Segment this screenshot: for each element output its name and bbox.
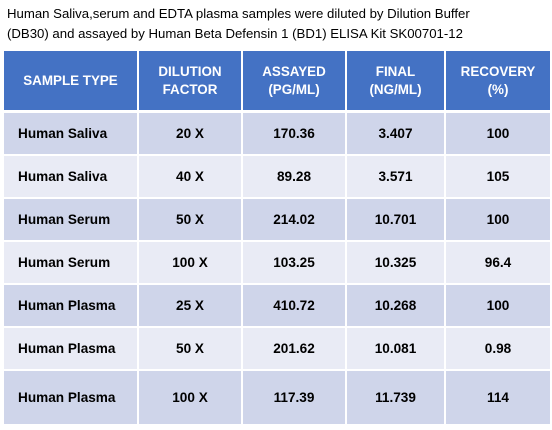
cell-assayed: 201.62 — [241, 325, 346, 370]
caption-line-1: Human Saliva,serum and EDTA plasma sampl… — [7, 6, 470, 21]
cell-dilution-factor: 20 X — [137, 110, 242, 155]
cell-sample-type: Human Serum — [4, 196, 138, 241]
table-row: Human Plasma 50 X 201.62 10.081 0.98 — [4, 325, 550, 370]
header-recovery-line2: (%) — [487, 81, 509, 97]
cell-final: 11.739 — [345, 368, 445, 424]
header-final: FINAL (NG/ML) — [345, 51, 445, 113]
header-recovery-line1: RECOVERY — [460, 63, 536, 79]
cell-sample-type: Human Saliva — [4, 110, 138, 155]
table-caption: Human Saliva,serum and EDTA plasma sampl… — [7, 4, 547, 44]
cell-dilution-factor: 25 X — [137, 282, 242, 327]
table-row: Human Saliva 20 X 170.36 3.407 100 — [4, 110, 550, 155]
cell-final: 10.081 — [345, 325, 445, 370]
cell-dilution-factor: 100 X — [137, 239, 242, 284]
cell-recovery: 114 — [444, 368, 550, 424]
header-final-line1: FINAL — [375, 63, 416, 79]
cell-assayed: 89.28 — [241, 153, 346, 198]
cell-sample-type: Human Plasma — [4, 282, 138, 327]
cell-dilution-factor: 50 X — [137, 196, 242, 241]
header-dilution-factor-line2: FACTOR — [162, 81, 218, 97]
table-body: Human Saliva 20 X 170.36 3.407 100 Human… — [4, 110, 550, 424]
cell-recovery: 0.98 — [444, 325, 550, 370]
cell-assayed: 117.39 — [241, 368, 346, 424]
header-assayed-line1: ASSAYED — [262, 63, 326, 79]
table-row: Human Serum 50 X 214.02 10.701 100 — [4, 196, 550, 241]
cell-assayed: 214.02 — [241, 196, 346, 241]
header-dilution-factor: DILUTION FACTOR — [137, 51, 242, 113]
header-sample-type-label: SAMPLE TYPE — [23, 72, 118, 88]
header-sample-type: SAMPLE TYPE — [4, 51, 138, 113]
cell-sample-type: Human Serum — [4, 239, 138, 284]
cell-sample-type: Human Plasma — [4, 325, 138, 370]
cell-recovery: 96.4 — [444, 239, 550, 284]
cell-final: 10.268 — [345, 282, 445, 327]
header-recovery: RECOVERY (%) — [444, 51, 550, 113]
table-row: Human Saliva 40 X 89.28 3.571 105 — [4, 153, 550, 198]
cell-final: 10.325 — [345, 239, 445, 284]
table-header: SAMPLE TYPE DILUTION FACTOR ASSAYED (PG/… — [4, 51, 550, 113]
cell-final: 10.701 — [345, 196, 445, 241]
cell-final: 3.407 — [345, 110, 445, 155]
cell-recovery: 100 — [444, 282, 550, 327]
table-row: Human Serum 100 X 103.25 10.325 96.4 — [4, 239, 550, 284]
table-row: Human Plasma 100 X 117.39 11.739 114 — [4, 368, 550, 424]
caption-line-2: (DB30) and assayed by Human Beta Defensi… — [7, 26, 463, 41]
cell-final: 3.571 — [345, 153, 445, 198]
cell-dilution-factor: 100 X — [137, 368, 242, 424]
cell-dilution-factor: 40 X — [137, 153, 242, 198]
header-dilution-factor-line1: DILUTION — [158, 63, 222, 79]
cell-assayed: 170.36 — [241, 110, 346, 155]
cell-recovery: 100 — [444, 196, 550, 241]
cell-sample-type: Human Plasma — [4, 368, 138, 424]
header-row: SAMPLE TYPE DILUTION FACTOR ASSAYED (PG/… — [4, 51, 550, 113]
header-final-line2: (NG/ML) — [369, 81, 422, 97]
cell-assayed: 410.72 — [241, 282, 346, 327]
header-assayed: ASSAYED (PG/ML) — [241, 51, 346, 113]
cell-recovery: 100 — [444, 110, 550, 155]
header-assayed-line2: (PG/ML) — [268, 81, 320, 97]
results-table: SAMPLE TYPE DILUTION FACTOR ASSAYED (PG/… — [4, 51, 550, 424]
cell-dilution-factor: 50 X — [137, 325, 242, 370]
results-table-container: SAMPLE TYPE DILUTION FACTOR ASSAYED (PG/… — [4, 51, 550, 424]
table-row: Human Plasma 25 X 410.72 10.268 100 — [4, 282, 550, 327]
cell-assayed: 103.25 — [241, 239, 346, 284]
cell-sample-type: Human Saliva — [4, 153, 138, 198]
cell-recovery: 105 — [444, 153, 550, 198]
